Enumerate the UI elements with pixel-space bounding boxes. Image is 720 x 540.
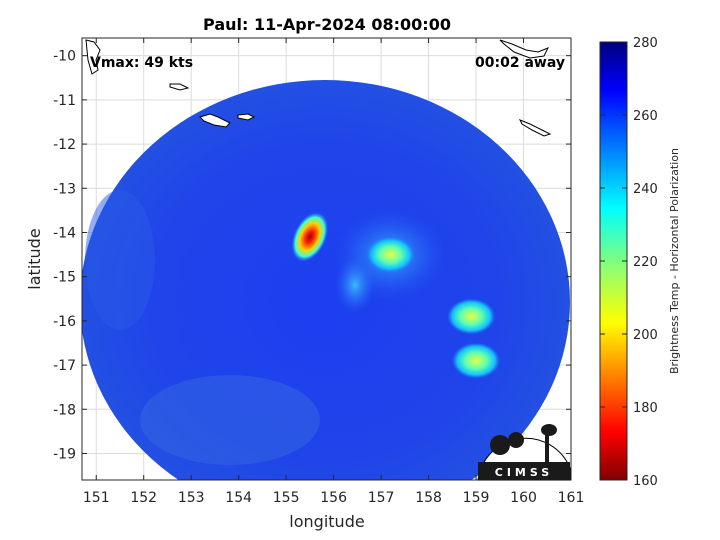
coastlines — [85, 39, 552, 137]
colorbar-tick-label: 260 — [633, 109, 658, 124]
y-tick-label: -12 — [53, 137, 76, 153]
colorbar-tick-label: 200 — [633, 328, 658, 343]
colorbar-tick-label: 160 — [633, 474, 658, 489]
logo-text: CIMSS — [495, 466, 553, 479]
x-tick-labels: 151 152 153 154 155 156 157 158 159 160 161 — [83, 490, 584, 506]
island-coastline — [169, 83, 190, 91]
y-tick-labels: -10 -11 -12 -13 -14 -15 -16 -17 -18 -19 — [53, 49, 76, 463]
x-tick-label: 156 — [320, 490, 347, 506]
island-coastline — [518, 119, 552, 137]
colorbar-tick-label: 240 — [633, 182, 658, 197]
y-tick-label: -17 — [53, 358, 76, 374]
island-coastline — [85, 39, 101, 75]
y-tick-label: -18 — [53, 402, 76, 418]
x-tick-label: 155 — [273, 490, 300, 506]
swath-layer — [82, 39, 570, 480]
time-away-label: 00:02 away — [475, 55, 565, 71]
y-tick-label: -11 — [53, 93, 76, 109]
x-tick-label: 151 — [83, 490, 110, 506]
warm-band-west — [85, 190, 155, 330]
rainband-feature — [452, 342, 501, 379]
feature-layer — [291, 212, 501, 379]
rainband-feature — [447, 298, 496, 335]
cimss-logo: CIMSS — [477, 424, 571, 481]
warm-core-feature — [291, 212, 329, 262]
colorbar-label: Brightness Temp - Horizontal Polarizatio… — [668, 148, 681, 374]
x-tick-label: 157 — [368, 490, 395, 506]
x-axis-label: longitude — [289, 512, 364, 531]
logo-dish-icon — [490, 435, 510, 455]
y-tick-label: -10 — [53, 49, 76, 65]
x-tick-label: 154 — [225, 490, 252, 506]
vmax-label: Vmax: 49 kts — [90, 55, 193, 71]
colorbar-tick-label: 280 — [633, 36, 658, 51]
y-axis-label: latitude — [25, 228, 44, 289]
plot-area — [81, 37, 572, 481]
rainband-feature — [366, 236, 415, 273]
x-tick-label: 158 — [415, 490, 442, 506]
chart-title: Paul: 11-Apr-2024 08:00:00 — [203, 15, 451, 34]
x-tick-label: 153 — [178, 490, 205, 506]
y-tick-label: -15 — [53, 270, 76, 286]
x-tick-label: 159 — [463, 490, 490, 506]
y-tick-label: -19 — [53, 446, 76, 462]
island-coastline — [499, 39, 550, 59]
y-tick-label: -13 — [53, 181, 76, 197]
x-tick-label: 152 — [130, 490, 157, 506]
y-tick-label: -16 — [53, 314, 76, 330]
logo-banner — [478, 462, 570, 480]
colorbar-tick-label: 220 — [633, 255, 658, 270]
logo-tower-icon — [545, 432, 549, 462]
colorbar: 280 260 240 220 200 180 160 Brightness Temp - … — [599, 36, 681, 489]
colorbar-tick-label: 180 — [633, 401, 658, 416]
island-coastline — [199, 113, 231, 128]
colorbar-ticks: 280 260 240 220 200 180 160 — [600, 36, 658, 489]
warm-band-southwest — [140, 375, 320, 465]
x-tick-label: 161 — [558, 490, 585, 506]
x-tick-label: 160 — [510, 490, 537, 506]
logo-tank-icon — [541, 424, 557, 436]
plot-frame — [81, 37, 572, 481]
island-coastline — [237, 113, 256, 121]
y-tick-label: -14 — [53, 225, 76, 241]
tick-marks — [82, 38, 572, 480]
cloud-band-arc — [335, 257, 375, 313]
logo-dish-icon — [508, 432, 524, 448]
